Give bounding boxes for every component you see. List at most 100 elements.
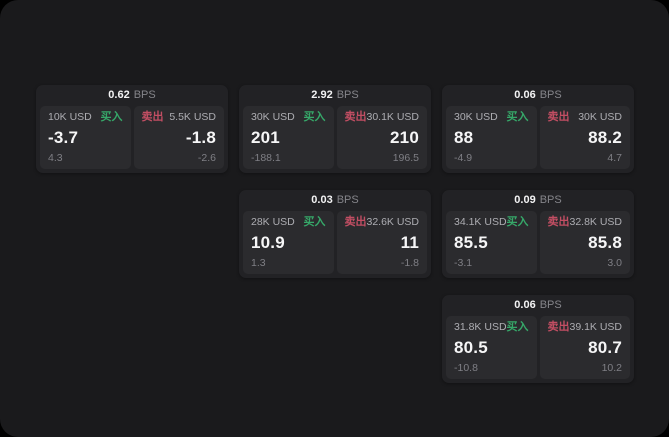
buy-amount: 10K USD — [48, 111, 92, 124]
buy-side-label: 买入 — [506, 216, 529, 228]
price-panels: 30K USD 买入 88 -4.9 卖出 30K USD 88.2 4.7 — [442, 106, 634, 173]
bps-unit: BPS — [336, 89, 359, 101]
sell-delta: 4.7 — [607, 151, 622, 164]
sell-side-label: 卖出 — [141, 111, 164, 123]
sell-delta: 196.5 — [392, 151, 419, 164]
buy-price: 88 — [454, 128, 474, 148]
sell-amount: 32.6K USD — [366, 216, 420, 229]
buy-side-label: 买入 — [506, 111, 529, 123]
sell-side-label: 卖出 — [547, 321, 570, 333]
sell-amount: 39.1K USD — [569, 321, 623, 334]
bps-value: 0.09 — [514, 194, 536, 206]
sell-panel[interactable]: 卖出 30K USD 88.2 4.7 — [539, 106, 630, 169]
sell-panel[interactable]: 卖出 5.5K USD -1.8 -2.6 — [133, 106, 224, 169]
buy-side-label: 买入 — [303, 216, 326, 228]
bps-unit: BPS — [133, 89, 156, 101]
sell-delta: -1.8 — [400, 256, 419, 269]
sell-delta: -2.6 — [197, 151, 216, 164]
card-header: 0.03 BPS — [239, 190, 431, 211]
sell-delta: 10.2 — [601, 361, 622, 374]
buy-side-label: 买入 — [506, 321, 529, 333]
buy-amount: 30K USD — [251, 111, 295, 124]
sell-panel-header: 卖出 5.5K USD — [142, 112, 217, 123]
sell-panel[interactable]: 卖出 39.1K USD 80.7 10.2 — [539, 316, 630, 379]
buy-panel-header: 28K USD 买入 — [251, 217, 326, 228]
sell-price: 85.8 — [588, 233, 622, 253]
buy-panel[interactable]: 28K USD 买入 10.9 1.3 — [243, 211, 334, 274]
sell-delta: 3.0 — [607, 256, 622, 269]
buy-delta: -3.1 — [454, 256, 473, 269]
price-panels: 30K USD 买入 201 -188.1 卖出 30.1K USD 210 1… — [239, 106, 431, 173]
sell-panel-header: 卖出 30K USD — [548, 112, 623, 123]
sell-price: -1.8 — [185, 128, 216, 148]
sell-side-label: 卖出 — [547, 216, 570, 228]
bps-unit: BPS — [539, 194, 562, 206]
buy-delta: -10.8 — [454, 361, 478, 374]
buy-delta: -4.9 — [454, 151, 473, 164]
buy-panel-header: 10K USD 买入 — [48, 112, 123, 123]
buy-price: 201 — [251, 128, 280, 148]
card-header: 0.09 BPS — [442, 190, 634, 211]
sell-side-label: 卖出 — [344, 111, 367, 123]
price-panels: 10K USD 买入 -3.7 4.3 卖出 5.5K USD -1.8 -2.… — [36, 106, 228, 173]
buy-panel-header: 31.8K USD 买入 — [454, 322, 529, 333]
buy-panel-header: 30K USD 买入 — [251, 112, 326, 123]
buy-panel[interactable]: 30K USD 买入 201 -188.1 — [243, 106, 334, 169]
quote-card: 2.92 BPS 30K USD 买入 201 -188.1 卖出 30.1K … — [239, 85, 431, 173]
price-panels: 31.8K USD 买入 80.5 -10.8 卖出 39.1K USD 80.… — [442, 316, 634, 383]
bps-unit: BPS — [539, 299, 562, 311]
sell-amount: 32.8K USD — [569, 216, 623, 229]
sell-price: 80.7 — [588, 338, 622, 358]
price-panels: 34.1K USD 买入 85.5 -3.1 卖出 32.8K USD 85.8… — [442, 211, 634, 278]
sell-price: 88.2 — [588, 128, 622, 148]
quote-cards-grid: 0.62 BPS 10K USD 买入 -3.7 4.3 卖出 5.5K USD… — [36, 85, 634, 383]
buy-panel[interactable]: 30K USD 买入 88 -4.9 — [446, 106, 537, 169]
buy-delta: 1.3 — [251, 256, 266, 269]
card-header: 2.92 BPS — [239, 85, 431, 106]
sell-side-label: 卖出 — [547, 111, 570, 123]
buy-side-label: 买入 — [100, 111, 123, 123]
buy-delta: -188.1 — [251, 151, 281, 164]
card-header: 0.62 BPS — [36, 85, 228, 106]
sell-price: 210 — [390, 128, 419, 148]
buy-panel[interactable]: 31.8K USD 买入 80.5 -10.8 — [446, 316, 537, 379]
buy-delta: 4.3 — [48, 151, 63, 164]
bps-value: 2.92 — [311, 89, 333, 101]
sell-amount: 30K USD — [578, 111, 622, 124]
bps-value: 0.06 — [514, 89, 536, 101]
buy-amount: 31.8K USD — [454, 321, 507, 334]
bps-unit: BPS — [336, 194, 359, 206]
sell-panel-header: 卖出 30.1K USD — [345, 112, 420, 123]
quote-card: 0.09 BPS 34.1K USD 买入 85.5 -3.1 卖出 32.8K… — [442, 190, 634, 278]
buy-panel-header: 34.1K USD 买入 — [454, 217, 529, 228]
sell-panel-header: 卖出 39.1K USD — [548, 322, 623, 333]
buy-amount: 34.1K USD — [454, 216, 507, 229]
buy-price: 10.9 — [251, 233, 285, 253]
price-panels: 28K USD 买入 10.9 1.3 卖出 32.6K USD 11 -1.8 — [239, 211, 431, 278]
sell-panel-header: 卖出 32.8K USD — [548, 217, 623, 228]
buy-amount: 30K USD — [454, 111, 498, 124]
quote-card: 0.06 BPS 31.8K USD 买入 80.5 -10.8 卖出 39.1… — [442, 295, 634, 383]
sell-price: 11 — [400, 233, 419, 253]
buy-panel[interactable]: 10K USD 买入 -3.7 4.3 — [40, 106, 131, 169]
sell-amount: 30.1K USD — [366, 111, 420, 124]
sell-panel[interactable]: 卖出 32.8K USD 85.8 3.0 — [539, 211, 630, 274]
sell-amount: 5.5K USD — [169, 111, 216, 124]
buy-amount: 28K USD — [251, 216, 295, 229]
buy-panel[interactable]: 34.1K USD 买入 85.5 -3.1 — [446, 211, 537, 274]
sell-panel[interactable]: 卖出 30.1K USD 210 196.5 — [336, 106, 427, 169]
card-header: 0.06 BPS — [442, 85, 634, 106]
quote-card: 0.06 BPS 30K USD 买入 88 -4.9 卖出 30K USD 8… — [442, 85, 634, 173]
buy-price: 80.5 — [454, 338, 488, 358]
buy-price: -3.7 — [48, 128, 79, 148]
bps-value: 0.06 — [514, 299, 536, 311]
sell-panel[interactable]: 卖出 32.6K USD 11 -1.8 — [336, 211, 427, 274]
buy-panel-header: 30K USD 买入 — [454, 112, 529, 123]
sell-panel-header: 卖出 32.6K USD — [345, 217, 420, 228]
bps-value: 0.03 — [311, 194, 333, 206]
quote-card: 0.62 BPS 10K USD 买入 -3.7 4.3 卖出 5.5K USD… — [36, 85, 228, 173]
buy-side-label: 买入 — [303, 111, 326, 123]
quote-card: 0.03 BPS 28K USD 买入 10.9 1.3 卖出 32.6K US… — [239, 190, 431, 278]
sell-side-label: 卖出 — [344, 216, 367, 228]
